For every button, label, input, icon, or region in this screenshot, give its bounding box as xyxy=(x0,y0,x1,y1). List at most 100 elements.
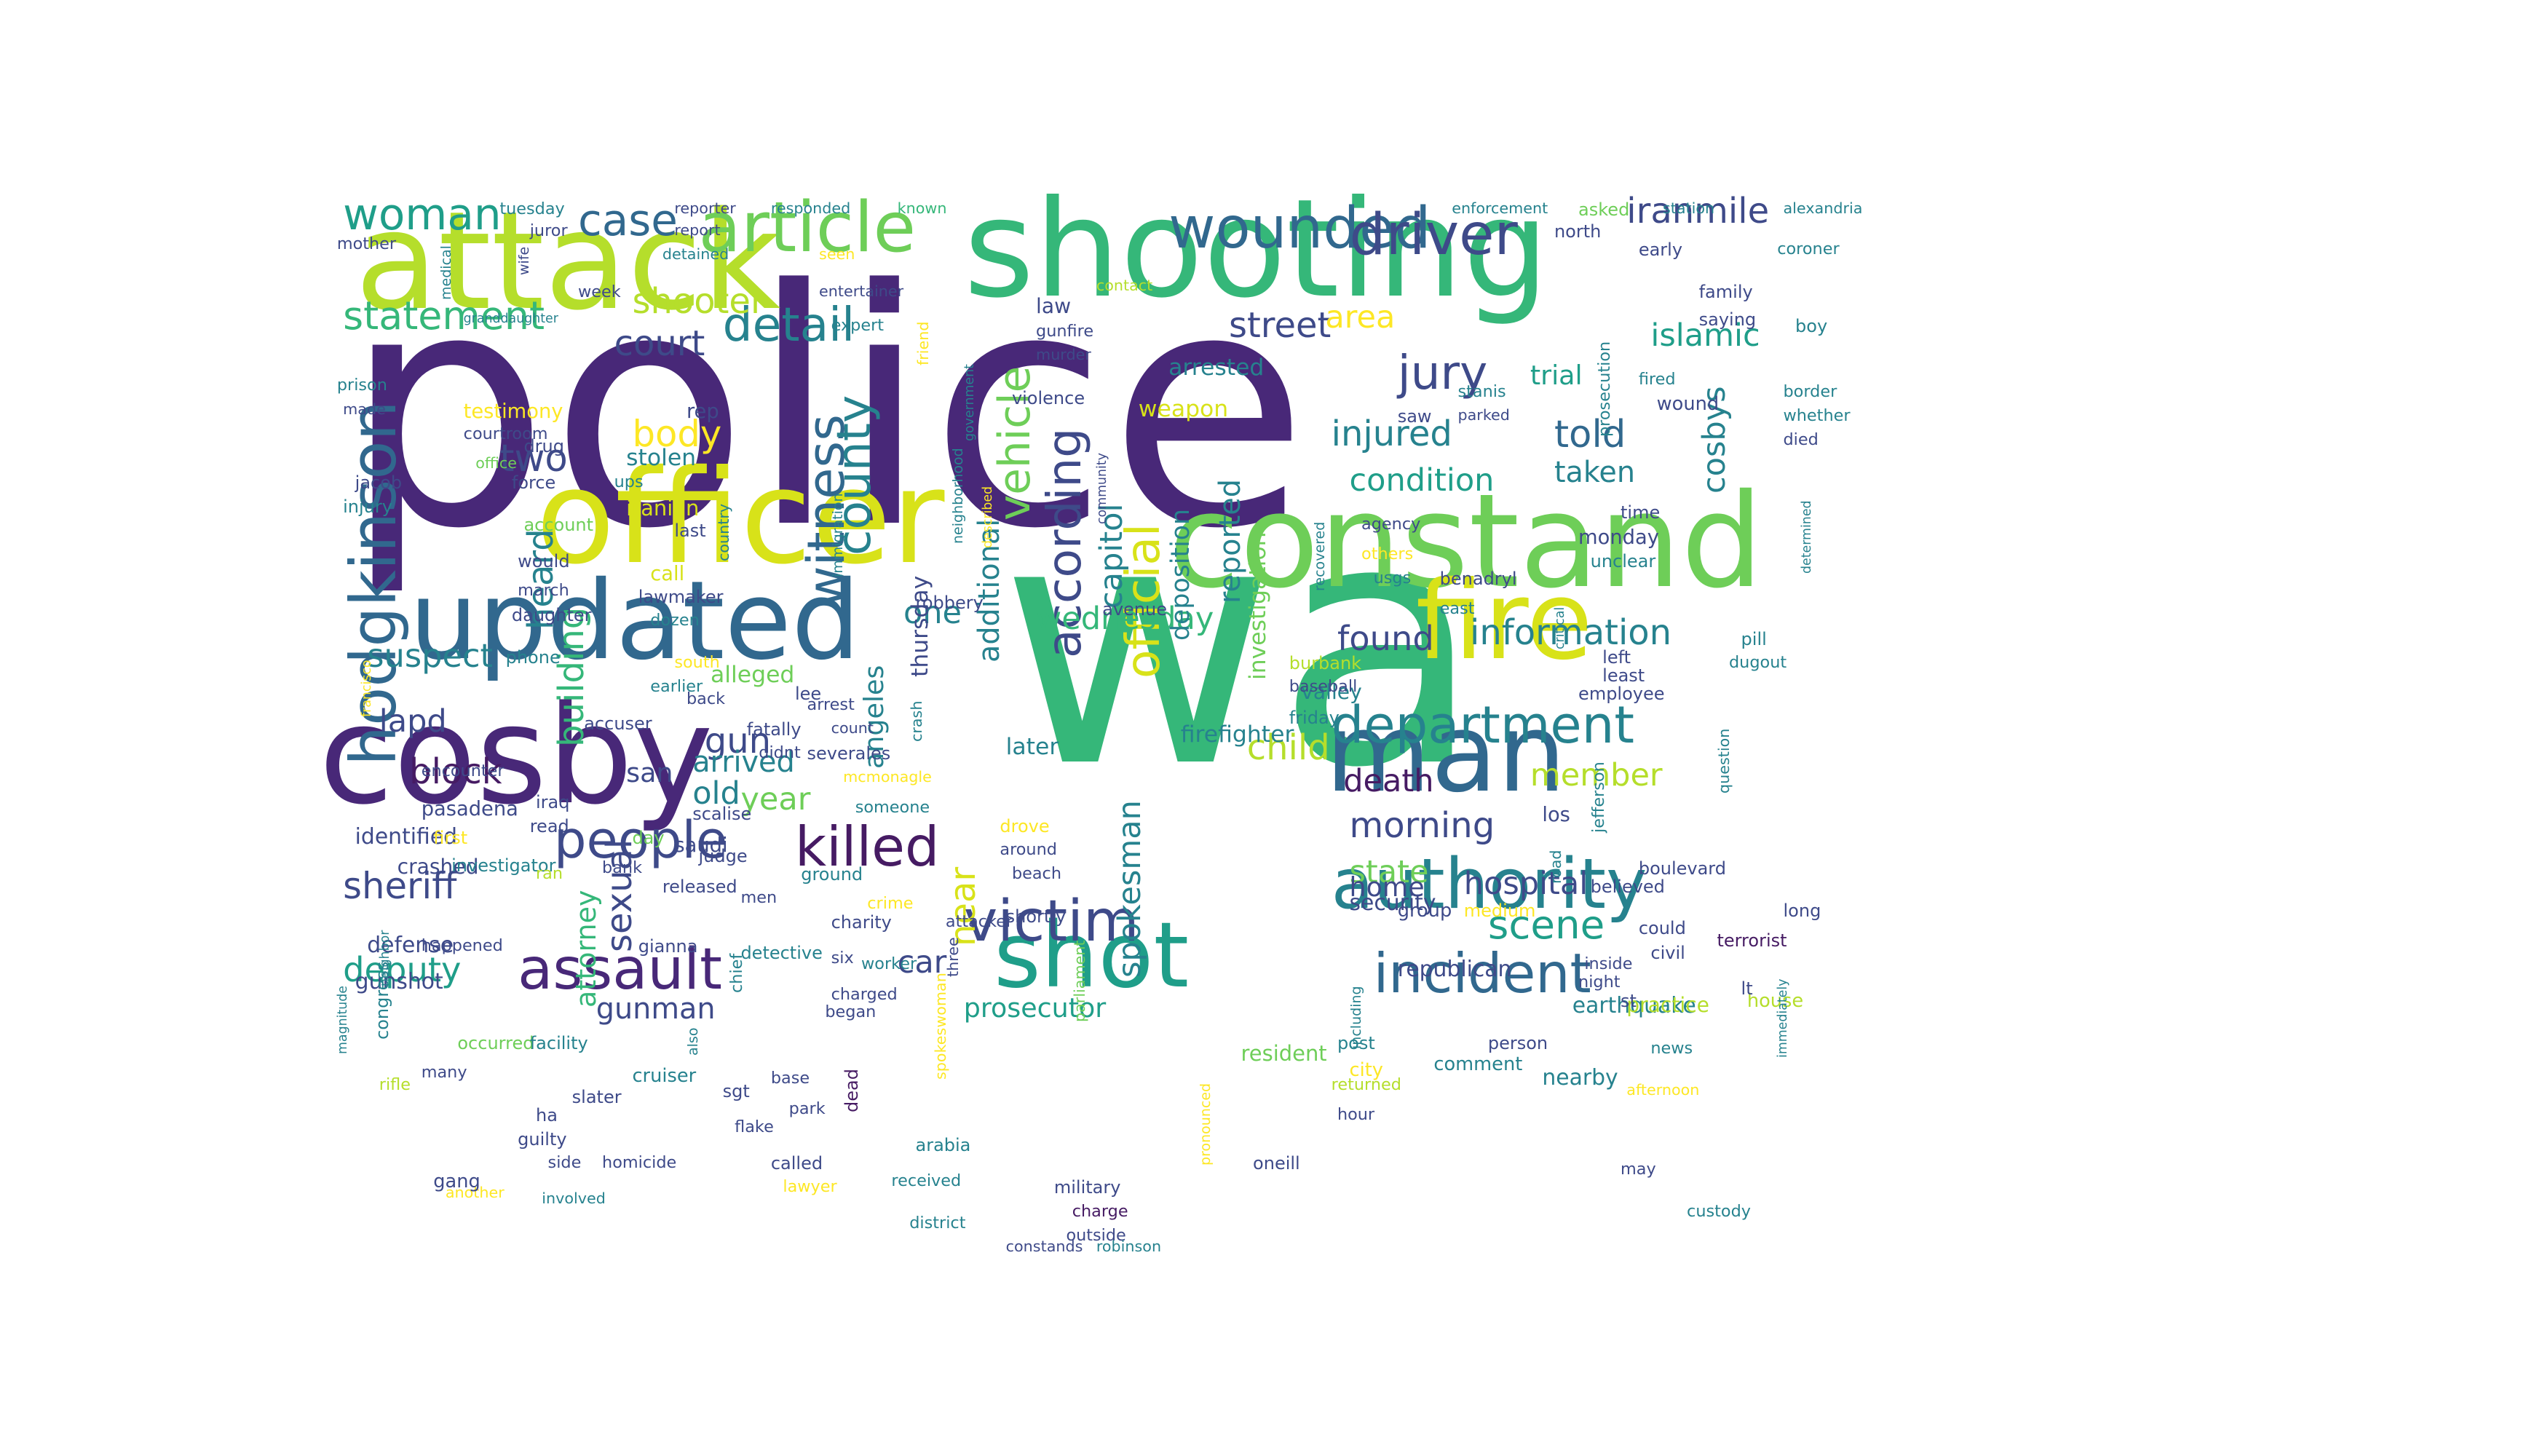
word-friday: friday xyxy=(1289,707,1340,728)
word-post: post xyxy=(1337,1032,1375,1053)
word-gunman: gunman xyxy=(596,992,716,1026)
word-person: person xyxy=(1487,1032,1548,1053)
word-lawyer: lawyer xyxy=(783,1177,837,1197)
word-islamic: islamic xyxy=(1650,317,1760,354)
word-saudi: saudi xyxy=(674,834,728,857)
word-early: early xyxy=(1638,239,1683,260)
word-police: police xyxy=(343,221,1309,600)
word-occurred: occurred xyxy=(457,1032,534,1053)
word-prosecution: prosecution xyxy=(1594,341,1614,437)
word-reported: reported xyxy=(1214,479,1248,604)
word-crime: crime xyxy=(867,894,914,914)
word-dead: dead xyxy=(842,1069,863,1113)
word-hospital: hospital xyxy=(1463,866,1588,903)
word-road: road xyxy=(1546,850,1564,884)
word-mother: mother xyxy=(336,234,397,253)
word-time: time xyxy=(1621,502,1661,523)
word-taken: taken xyxy=(1554,456,1636,490)
word-afternoon: afternoon xyxy=(1626,1080,1700,1099)
word-house: house xyxy=(1746,989,1804,1012)
word-congress: congress xyxy=(371,961,392,1040)
word-unclear: unclear xyxy=(1590,550,1656,571)
word-cloud: police wa shooting attack officer constand cos… xyxy=(319,194,2302,1278)
word-around: around xyxy=(1000,839,1057,859)
word-contact: contact xyxy=(1096,276,1153,294)
word-least: least xyxy=(1602,665,1645,686)
word-ha: ha xyxy=(536,1105,558,1126)
word-fired: fired xyxy=(1638,370,1676,389)
word-iranmile: iranmile xyxy=(1626,194,1770,232)
word-valley: valley xyxy=(1301,679,1362,704)
word-street: street xyxy=(1228,305,1332,347)
word-ran: ran xyxy=(536,863,563,883)
word-pasadena: pasadena xyxy=(421,797,518,820)
word-base: base xyxy=(770,1069,810,1088)
word-juror: juror xyxy=(529,221,568,240)
word-wednesday: wednesday xyxy=(1036,600,1214,637)
word-reporter: reporter xyxy=(674,199,736,217)
word-crashed: crashed xyxy=(397,854,479,879)
word-attack: attack xyxy=(355,194,781,340)
word-st: st xyxy=(1621,990,1637,1011)
word-later: later xyxy=(1005,734,1059,760)
word-nearby: nearby xyxy=(1542,1065,1618,1091)
word-worker: worker xyxy=(861,954,917,974)
word-recovered: recovered xyxy=(1311,521,1328,591)
word-man: man xyxy=(1325,691,1567,818)
word-account: account xyxy=(523,514,594,535)
word-rifle: rifle xyxy=(379,1075,411,1094)
word-seen: seen xyxy=(819,245,855,263)
word-east: east xyxy=(1439,598,1475,618)
word-question: question xyxy=(1715,728,1733,794)
word-found: found xyxy=(1337,618,1434,658)
word-prosecutor: prosecutor xyxy=(963,992,1107,1024)
word-friend: friend xyxy=(914,321,932,365)
word-tuesday: tuesday xyxy=(499,199,565,218)
word-defense: defense xyxy=(367,933,454,959)
word-daughter: daughter xyxy=(511,605,592,626)
word-shooter: shooter xyxy=(632,281,765,323)
word-gianna: gianna xyxy=(638,936,698,957)
word-critical: critical xyxy=(1552,606,1567,649)
word-jacob: jacob xyxy=(355,472,403,493)
word-shooting: shooting xyxy=(963,194,1549,328)
word-guilty: guilty xyxy=(518,1129,567,1150)
word-back: back xyxy=(686,689,726,708)
word-judge: judge xyxy=(698,846,748,867)
word-deputy: deputy xyxy=(343,950,462,989)
word-robinson: robinson xyxy=(1096,1238,1162,1256)
word-member: member xyxy=(1530,757,1663,794)
word-crash: crash xyxy=(908,700,926,743)
word-area: area xyxy=(1325,299,1396,336)
word-constands: constands xyxy=(1005,1238,1083,1256)
word-violence: violence xyxy=(1011,388,1085,409)
word-los: los xyxy=(1542,804,1570,827)
word-arrest: arrest xyxy=(807,695,855,715)
word-mcmonagle: mcmonagle xyxy=(843,767,932,786)
word-earthquake: earthquake xyxy=(1572,992,1696,1018)
word-told: told xyxy=(1554,413,1626,457)
word-thursday: thursday xyxy=(907,575,934,678)
word-arabia: arabia xyxy=(915,1135,971,1156)
word-rep: rep xyxy=(686,400,719,423)
word-day: day xyxy=(632,828,665,849)
word-ground: ground xyxy=(801,863,863,885)
word-night: night xyxy=(1578,972,1621,992)
word-severales: severales xyxy=(807,743,891,764)
word-saw: saw xyxy=(1397,405,1432,427)
word-monday: monday xyxy=(1578,526,1659,550)
word-lee: lee xyxy=(794,683,822,704)
word-earlier: earlier xyxy=(650,677,703,697)
word-saying: saying xyxy=(1698,309,1757,331)
word-killed: killed xyxy=(794,815,940,879)
word-court: court xyxy=(614,323,705,365)
word-updated: updated xyxy=(409,558,860,685)
word-practice: practice xyxy=(1626,992,1709,1017)
word-drug: drug xyxy=(523,436,564,457)
word-arrested: arrested xyxy=(1168,354,1265,381)
word-charge: charge xyxy=(1072,1201,1128,1221)
word-men: men xyxy=(740,888,778,908)
word-alexandria: alexandria xyxy=(1783,199,1863,217)
word-six: six xyxy=(831,948,854,968)
word-could: could xyxy=(1638,918,1686,939)
